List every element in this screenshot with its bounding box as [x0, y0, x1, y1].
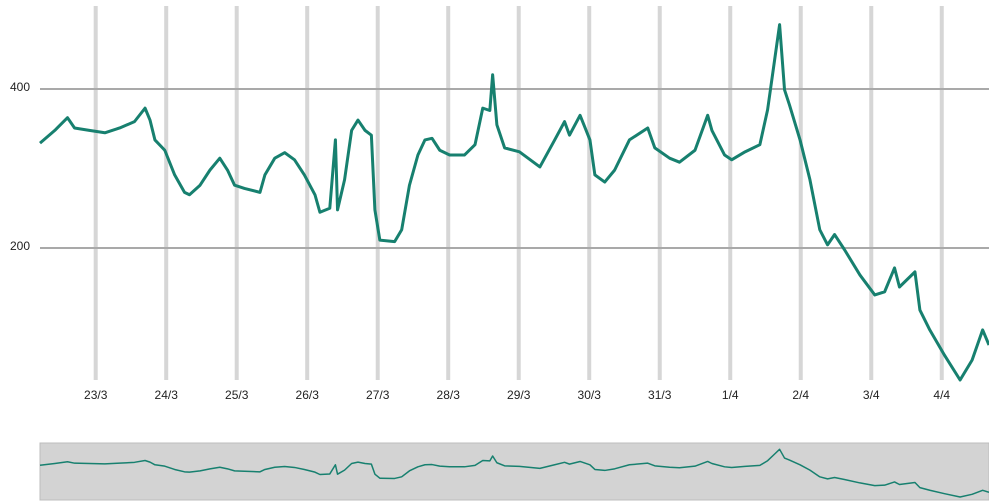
x-tick-label: 2/4 — [792, 388, 809, 402]
series-line — [39, 23, 989, 382]
x-tick-label: 27/3 — [366, 388, 390, 402]
x-tick-label: 25/3 — [225, 388, 249, 402]
x-tick-label: 28/3 — [437, 388, 461, 402]
x-tick-label: 24/3 — [155, 388, 179, 402]
x-tick-label: 29/3 — [507, 388, 531, 402]
x-tick-label: 30/3 — [578, 388, 602, 402]
x-tick-label: 31/3 — [648, 388, 672, 402]
navigator-line — [39, 448, 989, 498]
x-tick-label: 3/4 — [863, 388, 880, 402]
y-tick-label: 400 — [10, 80, 30, 94]
x-tick-label: 23/3 — [84, 388, 108, 402]
x-tick-label: 1/4 — [722, 388, 739, 402]
y-tick-label: 200 — [10, 239, 30, 253]
x-tick-label: 26/3 — [296, 388, 320, 402]
x-tick-label: 4/4 — [933, 388, 950, 402]
